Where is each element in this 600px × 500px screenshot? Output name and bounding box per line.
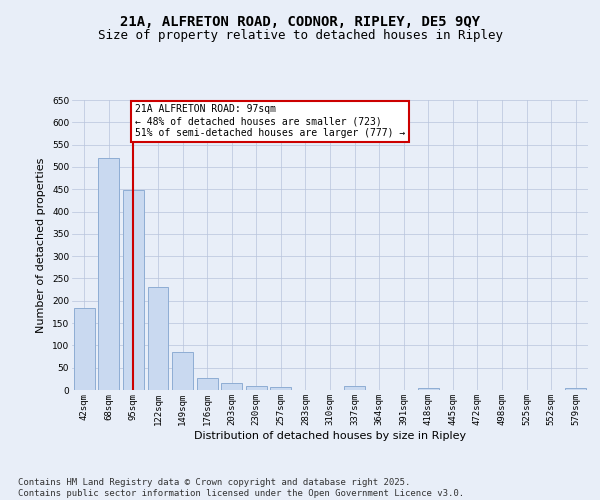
Bar — [197, 378, 218, 390]
Text: 21A ALFRETON ROAD: 97sqm
← 48% of detached houses are smaller (723)
51% of semi-: 21A ALFRETON ROAD: 97sqm ← 48% of detach… — [134, 104, 405, 138]
Bar — [221, 384, 242, 390]
Bar — [344, 386, 365, 390]
Bar — [123, 190, 144, 390]
Bar — [148, 288, 169, 390]
Bar — [565, 388, 586, 390]
X-axis label: Distribution of detached houses by size in Ripley: Distribution of detached houses by size … — [194, 430, 466, 440]
Text: Contains HM Land Registry data © Crown copyright and database right 2025.
Contai: Contains HM Land Registry data © Crown c… — [18, 478, 464, 498]
Bar — [74, 308, 95, 390]
Bar — [98, 158, 119, 390]
Bar — [172, 352, 193, 390]
Bar — [246, 386, 267, 390]
Text: Size of property relative to detached houses in Ripley: Size of property relative to detached ho… — [97, 28, 503, 42]
Bar — [418, 388, 439, 390]
Text: 21A, ALFRETON ROAD, CODNOR, RIPLEY, DE5 9QY: 21A, ALFRETON ROAD, CODNOR, RIPLEY, DE5 … — [120, 16, 480, 30]
Bar — [271, 387, 292, 390]
Y-axis label: Number of detached properties: Number of detached properties — [37, 158, 46, 332]
